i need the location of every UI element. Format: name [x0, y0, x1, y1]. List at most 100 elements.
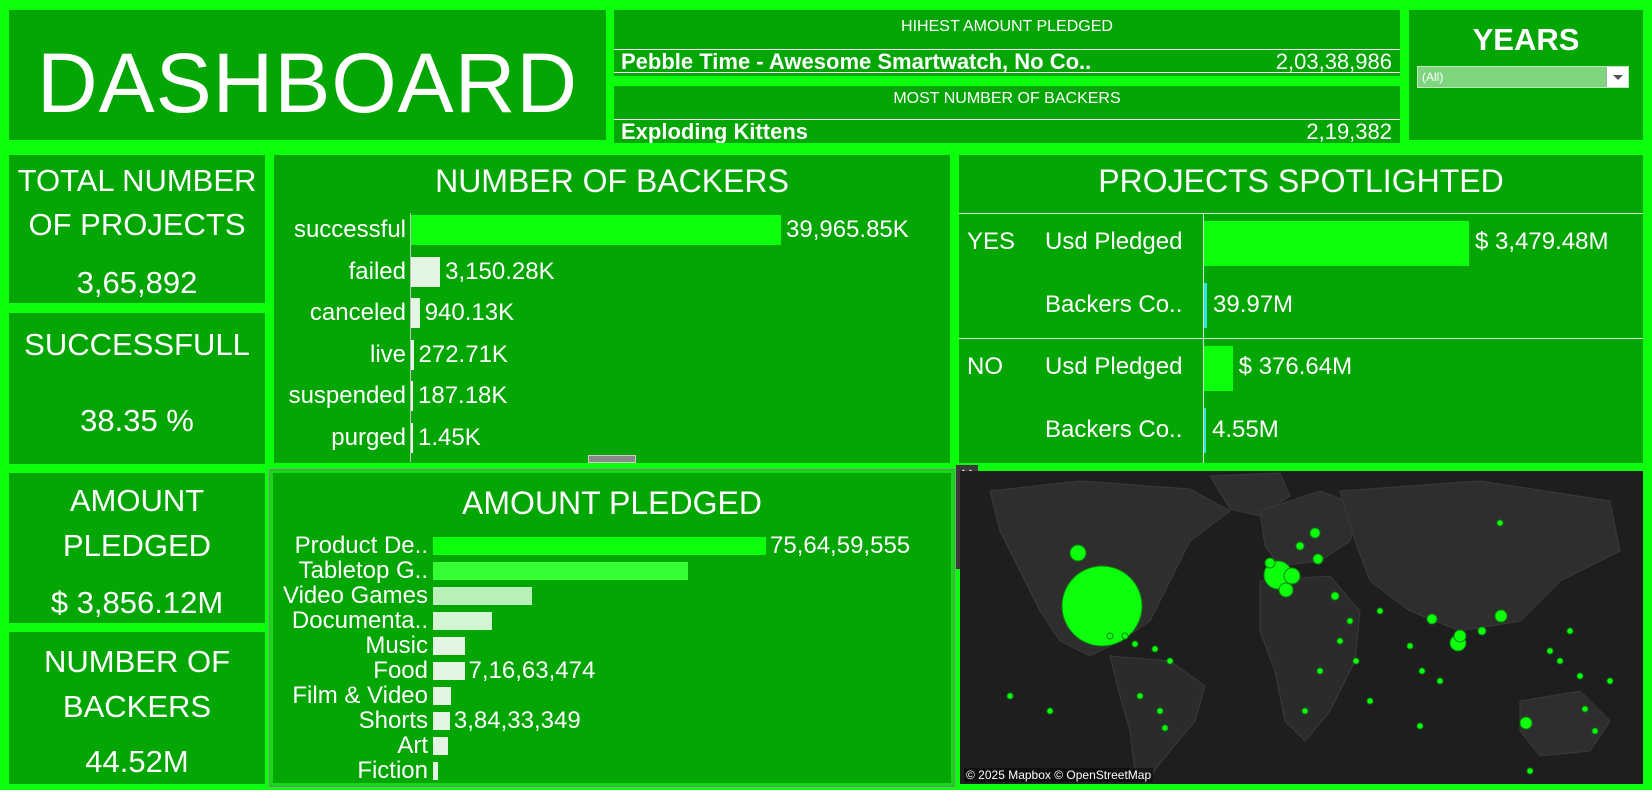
- bar-category-label: Art: [397, 732, 428, 759]
- bar-category-label: Tabletop G..: [298, 557, 428, 584]
- table-divider: [959, 213, 1643, 214]
- spotlight-pledged-bar[interactable]: [1204, 221, 1469, 266]
- spotlight-backers-bar[interactable]: [1204, 408, 1206, 453]
- map-bubble[interactable]: [1166, 657, 1174, 665]
- map-bubble[interactable]: [1121, 632, 1129, 640]
- map-bubble[interactable]: [1264, 557, 1276, 569]
- bar[interactable]: [411, 256, 441, 287]
- map-bubble[interactable]: [1106, 632, 1114, 640]
- bar[interactable]: [433, 762, 439, 780]
- map-bubble[interactable]: [1606, 677, 1614, 685]
- bar[interactable]: [433, 637, 465, 655]
- map-bubble[interactable]: [1352, 657, 1360, 665]
- map-bubble[interactable]: [1436, 677, 1444, 685]
- map-bubble[interactable]: [1418, 667, 1426, 675]
- map-bubble[interactable]: [1576, 672, 1584, 680]
- map-bubble[interactable]: [1366, 697, 1374, 705]
- bar-value-label: 272.71K: [418, 340, 508, 368]
- bar[interactable]: [433, 612, 493, 630]
- bar[interactable]: [433, 712, 450, 730]
- highest-pledged-heading: HIHEST AMOUNT PLEDGED: [901, 18, 1113, 35]
- bar[interactable]: [433, 537, 766, 555]
- bar-value-label: 7,16,63,474: [468, 657, 596, 684]
- divider: [614, 119, 1400, 120]
- spotlight-measure-label: Usd Pledged: [1045, 353, 1183, 380]
- map-bubble[interactable]: [1069, 544, 1087, 562]
- spotlight-backers-bar[interactable]: [1204, 283, 1207, 328]
- kpi-amount-pledged: AMOUNT PLEDGED $ 3,856.12M: [9, 473, 265, 623]
- map-bubble[interactable]: [1151, 645, 1159, 653]
- bar-category-label: purged: [331, 423, 406, 451]
- most-backers-heading: MOST NUMBER OF BACKERS: [893, 90, 1121, 107]
- map-panel: © 2025 Mapbox © OpenStreetMap: [960, 471, 1643, 784]
- map-bubbles: [1006, 519, 1614, 775]
- bar[interactable]: [411, 298, 420, 328]
- map-bubble[interactable]: [1496, 519, 1504, 527]
- resize-handle[interactable]: [588, 455, 636, 463]
- map-bubble[interactable]: [1416, 722, 1424, 730]
- map-bubble[interactable]: [1453, 629, 1467, 643]
- map-bubble[interactable]: [1312, 553, 1324, 565]
- map-bubble[interactable]: [1556, 657, 1564, 665]
- map-bubble[interactable]: [1156, 707, 1164, 715]
- map-bubble[interactable]: [1591, 727, 1599, 735]
- map-bubble[interactable]: [1477, 626, 1487, 636]
- map-bubble[interactable]: [1006, 692, 1014, 700]
- map-bubble[interactable]: [1346, 617, 1354, 625]
- bar[interactable]: [411, 339, 414, 370]
- backers-chart-panel: NUMBER OF BACKERS successful 39,965.85K fa…: [274, 155, 950, 463]
- years-dropdown[interactable]: (All): [1417, 66, 1629, 88]
- kpi-number-of-backers: NUMBER OF BACKERS 44.52M: [9, 632, 265, 784]
- bar[interactable]: [411, 381, 413, 411]
- map-bubble[interactable]: [1161, 724, 1169, 732]
- spotlight-pledged-bar[interactable]: [1204, 346, 1233, 391]
- map-bubble[interactable]: [1526, 767, 1534, 775]
- most-backers-value: 2,19,382: [1306, 119, 1392, 143]
- bar[interactable]: [433, 562, 689, 580]
- map-bubble[interactable]: [1566, 627, 1574, 635]
- map-bubble[interactable]: [1336, 637, 1344, 645]
- map-bubble[interactable]: [1376, 607, 1384, 615]
- chevron-down-icon: [1613, 75, 1623, 80]
- bar[interactable]: [411, 422, 413, 453]
- chart-axis-line: [410, 213, 411, 462]
- map-bubble[interactable]: [1316, 667, 1324, 675]
- bar[interactable]: [433, 662, 465, 680]
- kpi-total-projects: TOTAL NUMBER OF PROJECTS 3,65,892: [9, 155, 265, 303]
- bar[interactable]: [433, 587, 533, 605]
- bar[interactable]: [411, 215, 781, 245]
- highest-pledged-value: 2,03,38,986: [1275, 49, 1392, 74]
- map-bubble[interactable]: [1278, 582, 1294, 598]
- world-map[interactable]: [960, 471, 1643, 784]
- spotlight-measure-label: Usd Pledged: [1045, 228, 1183, 255]
- africa-landmass: [1259, 575, 1361, 742]
- spotlight-pledged-value: $ 376.64M: [1238, 353, 1353, 380]
- map-bubble[interactable]: [1283, 567, 1301, 585]
- map-bubble[interactable]: [1061, 565, 1143, 647]
- map-bubble[interactable]: [1581, 705, 1589, 713]
- bar-value-label: 940.13K: [424, 299, 515, 326]
- kpi-backers-title-1: NUMBER OF: [44, 644, 230, 679]
- map-bubble[interactable]: [1295, 541, 1305, 551]
- map-bubble[interactable]: [1426, 613, 1438, 625]
- map-bubble[interactable]: [1330, 591, 1340, 601]
- bar-value-label: 3,84,33,349: [453, 707, 581, 734]
- bar[interactable]: [433, 737, 448, 755]
- map-bubble[interactable]: [1519, 716, 1533, 730]
- spotlight-backers-value: 39.97M: [1213, 291, 1294, 318]
- bar-category-label: Shorts: [358, 707, 428, 734]
- map-bubble[interactable]: [1046, 707, 1054, 715]
- map-bubble[interactable]: [1309, 527, 1321, 539]
- callout-separator: [614, 76, 1400, 86]
- years-dropdown-button[interactable]: [1606, 67, 1628, 87]
- map-bubble[interactable]: [1136, 692, 1144, 700]
- map-bubble[interactable]: [1546, 647, 1554, 655]
- bar-value-label: 3,150.28K: [445, 257, 555, 285]
- map-bubble[interactable]: [1131, 640, 1139, 648]
- map-bubble[interactable]: [1406, 642, 1414, 650]
- map-attribution: © 2025 Mapbox © OpenStreetMap: [964, 768, 1154, 782]
- map-bubble[interactable]: [1301, 707, 1309, 715]
- bar[interactable]: [433, 687, 452, 705]
- map-bubble[interactable]: [1494, 609, 1508, 623]
- highest-pledged-name: Pebble Time - Awesome Smartwatch, No Co.…: [621, 49, 1092, 74]
